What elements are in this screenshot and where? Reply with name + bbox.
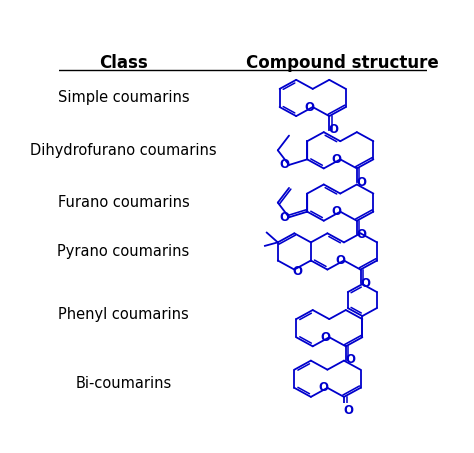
Text: O: O [332, 153, 342, 166]
Text: O: O [356, 175, 366, 188]
Text: O: O [319, 381, 329, 394]
Text: O: O [328, 123, 338, 136]
Text: O: O [280, 211, 290, 224]
Text: O: O [304, 101, 314, 114]
Text: O: O [356, 228, 366, 241]
Text: Phenyl coumarins: Phenyl coumarins [58, 307, 189, 322]
Text: O: O [360, 277, 370, 289]
Text: O: O [332, 205, 342, 218]
Text: O: O [292, 265, 302, 278]
Text: Dihydrofurano coumarins: Dihydrofurano coumarins [30, 143, 217, 158]
Text: O: O [280, 159, 290, 172]
Text: Pyrano coumarins: Pyrano coumarins [57, 244, 190, 259]
Text: Class: Class [99, 54, 148, 72]
Text: Compound structure: Compound structure [246, 54, 438, 72]
Text: O: O [343, 404, 353, 417]
Text: O: O [335, 254, 345, 267]
Text: Simple coumarins: Simple coumarins [58, 91, 189, 106]
Text: O: O [320, 331, 330, 344]
Text: Bi-coumarins: Bi-coumarins [75, 376, 172, 391]
Text: O: O [345, 353, 355, 366]
Text: Furano coumarins: Furano coumarins [58, 195, 190, 210]
